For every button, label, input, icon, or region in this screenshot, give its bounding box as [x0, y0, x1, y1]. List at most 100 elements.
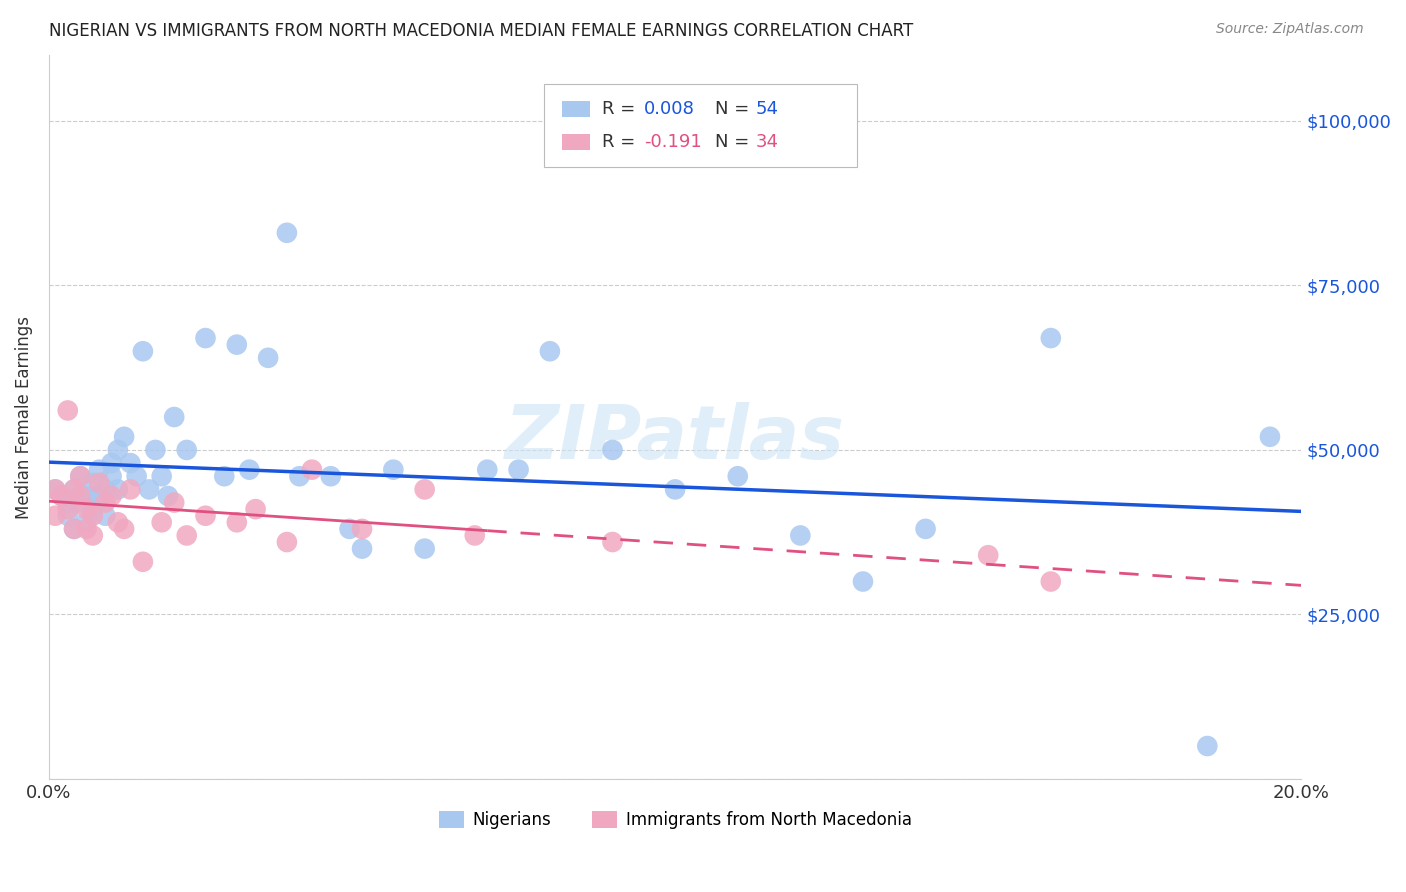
- Point: [508, 463, 530, 477]
- Point: [150, 469, 173, 483]
- Point: [82, 528, 104, 542]
- Point: [138, 483, 160, 497]
- Point: [727, 469, 749, 483]
- Point: [69, 469, 91, 483]
- Point: [288, 469, 311, 483]
- Point: [100, 469, 122, 483]
- Point: [194, 331, 217, 345]
- Point: [538, 344, 561, 359]
- Point: [120, 456, 142, 470]
- Point: [156, 489, 179, 503]
- Point: [87, 489, 110, 503]
- Point: [977, 548, 1000, 562]
- Point: [76, 516, 98, 530]
- Point: [132, 555, 155, 569]
- Point: [56, 502, 79, 516]
- Point: [69, 495, 91, 509]
- Point: [276, 535, 298, 549]
- Text: NIGERIAN VS IMMIGRANTS FROM NORTH MACEDONIA MEDIAN FEMALE EARNINGS CORRELATION C: NIGERIAN VS IMMIGRANTS FROM NORTH MACEDO…: [49, 22, 914, 40]
- Point: [176, 528, 198, 542]
- Legend: Nigerians, Immigrants from North Macedonia: Nigerians, Immigrants from North Macedon…: [432, 805, 918, 836]
- Point: [319, 469, 342, 483]
- Point: [87, 475, 110, 490]
- Text: -0.191: -0.191: [644, 133, 702, 151]
- Point: [56, 495, 79, 509]
- Point: [125, 469, 148, 483]
- Point: [163, 495, 186, 509]
- Point: [69, 489, 91, 503]
- Text: 54: 54: [755, 101, 779, 119]
- Point: [94, 495, 117, 509]
- Point: [51, 489, 73, 503]
- Point: [82, 508, 104, 523]
- Point: [44, 508, 66, 523]
- Text: 0.008: 0.008: [644, 101, 695, 119]
- Point: [1258, 430, 1281, 444]
- Point: [477, 463, 499, 477]
- Point: [76, 522, 98, 536]
- Text: R =: R =: [603, 133, 641, 151]
- Point: [214, 469, 236, 483]
- Point: [94, 508, 117, 523]
- Point: [132, 344, 155, 359]
- Point: [245, 502, 267, 516]
- Point: [76, 502, 98, 516]
- Point: [107, 483, 129, 497]
- Point: [56, 508, 79, 523]
- Point: [464, 528, 486, 542]
- Point: [51, 489, 73, 503]
- Point: [63, 483, 86, 497]
- Point: [1039, 574, 1062, 589]
- Text: ZIPatlas: ZIPatlas: [505, 402, 845, 475]
- Point: [63, 522, 86, 536]
- Point: [238, 463, 260, 477]
- Bar: [562, 102, 591, 118]
- Point: [82, 502, 104, 516]
- Point: [413, 483, 436, 497]
- Point: [352, 522, 374, 536]
- Point: [82, 475, 104, 490]
- Point: [107, 516, 129, 530]
- Point: [100, 489, 122, 503]
- Text: Source: ZipAtlas.com: Source: ZipAtlas.com: [1216, 22, 1364, 37]
- Point: [413, 541, 436, 556]
- Point: [382, 463, 405, 477]
- Point: [1197, 739, 1219, 753]
- Point: [1039, 331, 1062, 345]
- Point: [63, 522, 86, 536]
- Point: [145, 442, 167, 457]
- Point: [69, 469, 91, 483]
- Text: N =: N =: [716, 133, 755, 151]
- Point: [112, 430, 135, 444]
- Point: [225, 516, 247, 530]
- Point: [301, 463, 323, 477]
- Point: [789, 528, 811, 542]
- Point: [100, 456, 122, 470]
- Point: [276, 226, 298, 240]
- Text: R =: R =: [603, 101, 641, 119]
- Point: [107, 442, 129, 457]
- Text: 34: 34: [755, 133, 779, 151]
- Bar: [562, 134, 591, 150]
- Point: [112, 522, 135, 536]
- Text: N =: N =: [716, 101, 755, 119]
- Point: [339, 522, 361, 536]
- Point: [852, 574, 875, 589]
- Point: [664, 483, 686, 497]
- Point: [257, 351, 280, 365]
- Point: [56, 403, 79, 417]
- Point: [163, 410, 186, 425]
- Point: [352, 541, 374, 556]
- FancyBboxPatch shape: [544, 84, 856, 168]
- Point: [76, 489, 98, 503]
- Point: [176, 442, 198, 457]
- Point: [602, 535, 624, 549]
- Point: [94, 483, 117, 497]
- Point: [914, 522, 936, 536]
- Point: [87, 463, 110, 477]
- Point: [63, 483, 86, 497]
- Point: [602, 442, 624, 457]
- Point: [44, 483, 66, 497]
- Y-axis label: Median Female Earnings: Median Female Earnings: [15, 316, 32, 518]
- Point: [44, 483, 66, 497]
